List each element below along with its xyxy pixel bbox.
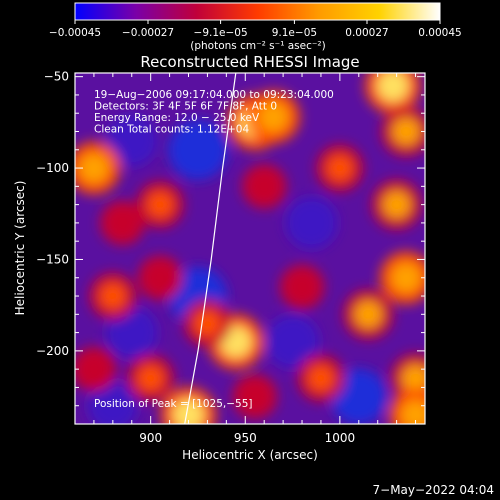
heatmap-cell-core [147, 191, 174, 218]
heatmap-cell-core [258, 101, 289, 132]
heatmap-cell-core [382, 190, 411, 219]
heatmap-cell-core [354, 300, 383, 329]
x-tick-label: 1000 [325, 431, 356, 445]
heatmap-cell-negative [285, 196, 338, 249]
y-tick-label: −200 [36, 344, 69, 358]
y-tick-label: −150 [36, 252, 69, 266]
colorbar-tick-label: −0.00045 [49, 27, 101, 39]
heatmap-cell-negative [167, 119, 228, 180]
x-axis-label: Heliocentric X (arcsec) [182, 448, 318, 462]
heatmap-cell-core [99, 283, 126, 310]
heatmap-cell-negative [105, 114, 158, 167]
plot-frame [74, 72, 426, 425]
x-tick-label: 950 [234, 431, 257, 445]
heatmap-cell-core [148, 265, 173, 290]
heatmap-cell-core [290, 274, 315, 299]
colorbar-tick-label: −0.00027 [122, 27, 174, 39]
heatmap-cell-core [78, 153, 109, 184]
footer-date: 7−May−2022 04:04 [373, 483, 495, 497]
heatmap-cell-core [376, 73, 409, 102]
x-tick-label: 900 [139, 431, 162, 445]
colorbar-tick-label: 9.1e−05 [272, 27, 317, 39]
heatmap-cell-core [242, 384, 267, 409]
heatmap-cell-negative [87, 380, 138, 424]
heatmap-cell-negative [105, 306, 158, 359]
annotation-line: Detectors: 3F 4F 5F 6F 7F 8F, Att 0 [94, 101, 277, 113]
heatmap-cell-core [252, 174, 277, 199]
chart-title: Reconstructed RHESSI Image [140, 53, 359, 71]
heatmap-cell-core [391, 262, 422, 293]
heatmap-cell-core [400, 399, 425, 424]
heatmap-cell-core [307, 365, 334, 392]
heatmap-cell-core [137, 365, 164, 392]
colorbar-gradient [74, 2, 441, 21]
y-tick-label: −50 [44, 70, 69, 84]
colorbar-unit-label: (photons cm⁻² s⁻¹ asec⁻²) [190, 40, 325, 52]
peak-position-label: Position of Peak = [1025,−55] [94, 398, 253, 410]
heatmap-cell-core [392, 117, 421, 146]
colorbar-tick-label: −9.1e−05 [194, 27, 248, 39]
heatmap-cell-core [326, 155, 353, 182]
annotation-line: Clean Total counts: 1.12E+04 [94, 124, 249, 136]
heatmap-cell-core [81, 357, 106, 382]
y-axis-label: Heliocentric Y (arcsec) [13, 181, 27, 316]
colorbar: −0.00045 −0.00027 −9.1e−05 9.1e−05 0.00027 0.… [49, 2, 462, 52]
y-tick-label: −100 [36, 161, 69, 175]
solar-limb-curve [184, 73, 237, 424]
image-annotations: 19−Aug−2006 09:17:04.000 to 09:23:04.000… [94, 89, 334, 136]
heatmap-cell-negative [330, 368, 387, 424]
colorbar-tick-label: 0.00045 [418, 27, 461, 39]
heatmap-cell-core [194, 310, 221, 337]
heatmap-cell-negative [265, 314, 320, 369]
heatmap-cell-core [401, 364, 425, 393]
annotation-line: 19−Aug−2006 09:17:04.000 to 09:23:04.000 [94, 89, 334, 101]
heatmap-cell-core [172, 398, 205, 424]
colorbar-tick-label: 0.00027 [345, 27, 388, 39]
plot-area: 19−Aug−2006 09:17:04.000 to 09:23:04.000… [36, 70, 426, 445]
annotation-line: Energy Range: 12.0 − 25.0 keV [94, 112, 260, 124]
heatmap-cell-core [110, 210, 135, 235]
